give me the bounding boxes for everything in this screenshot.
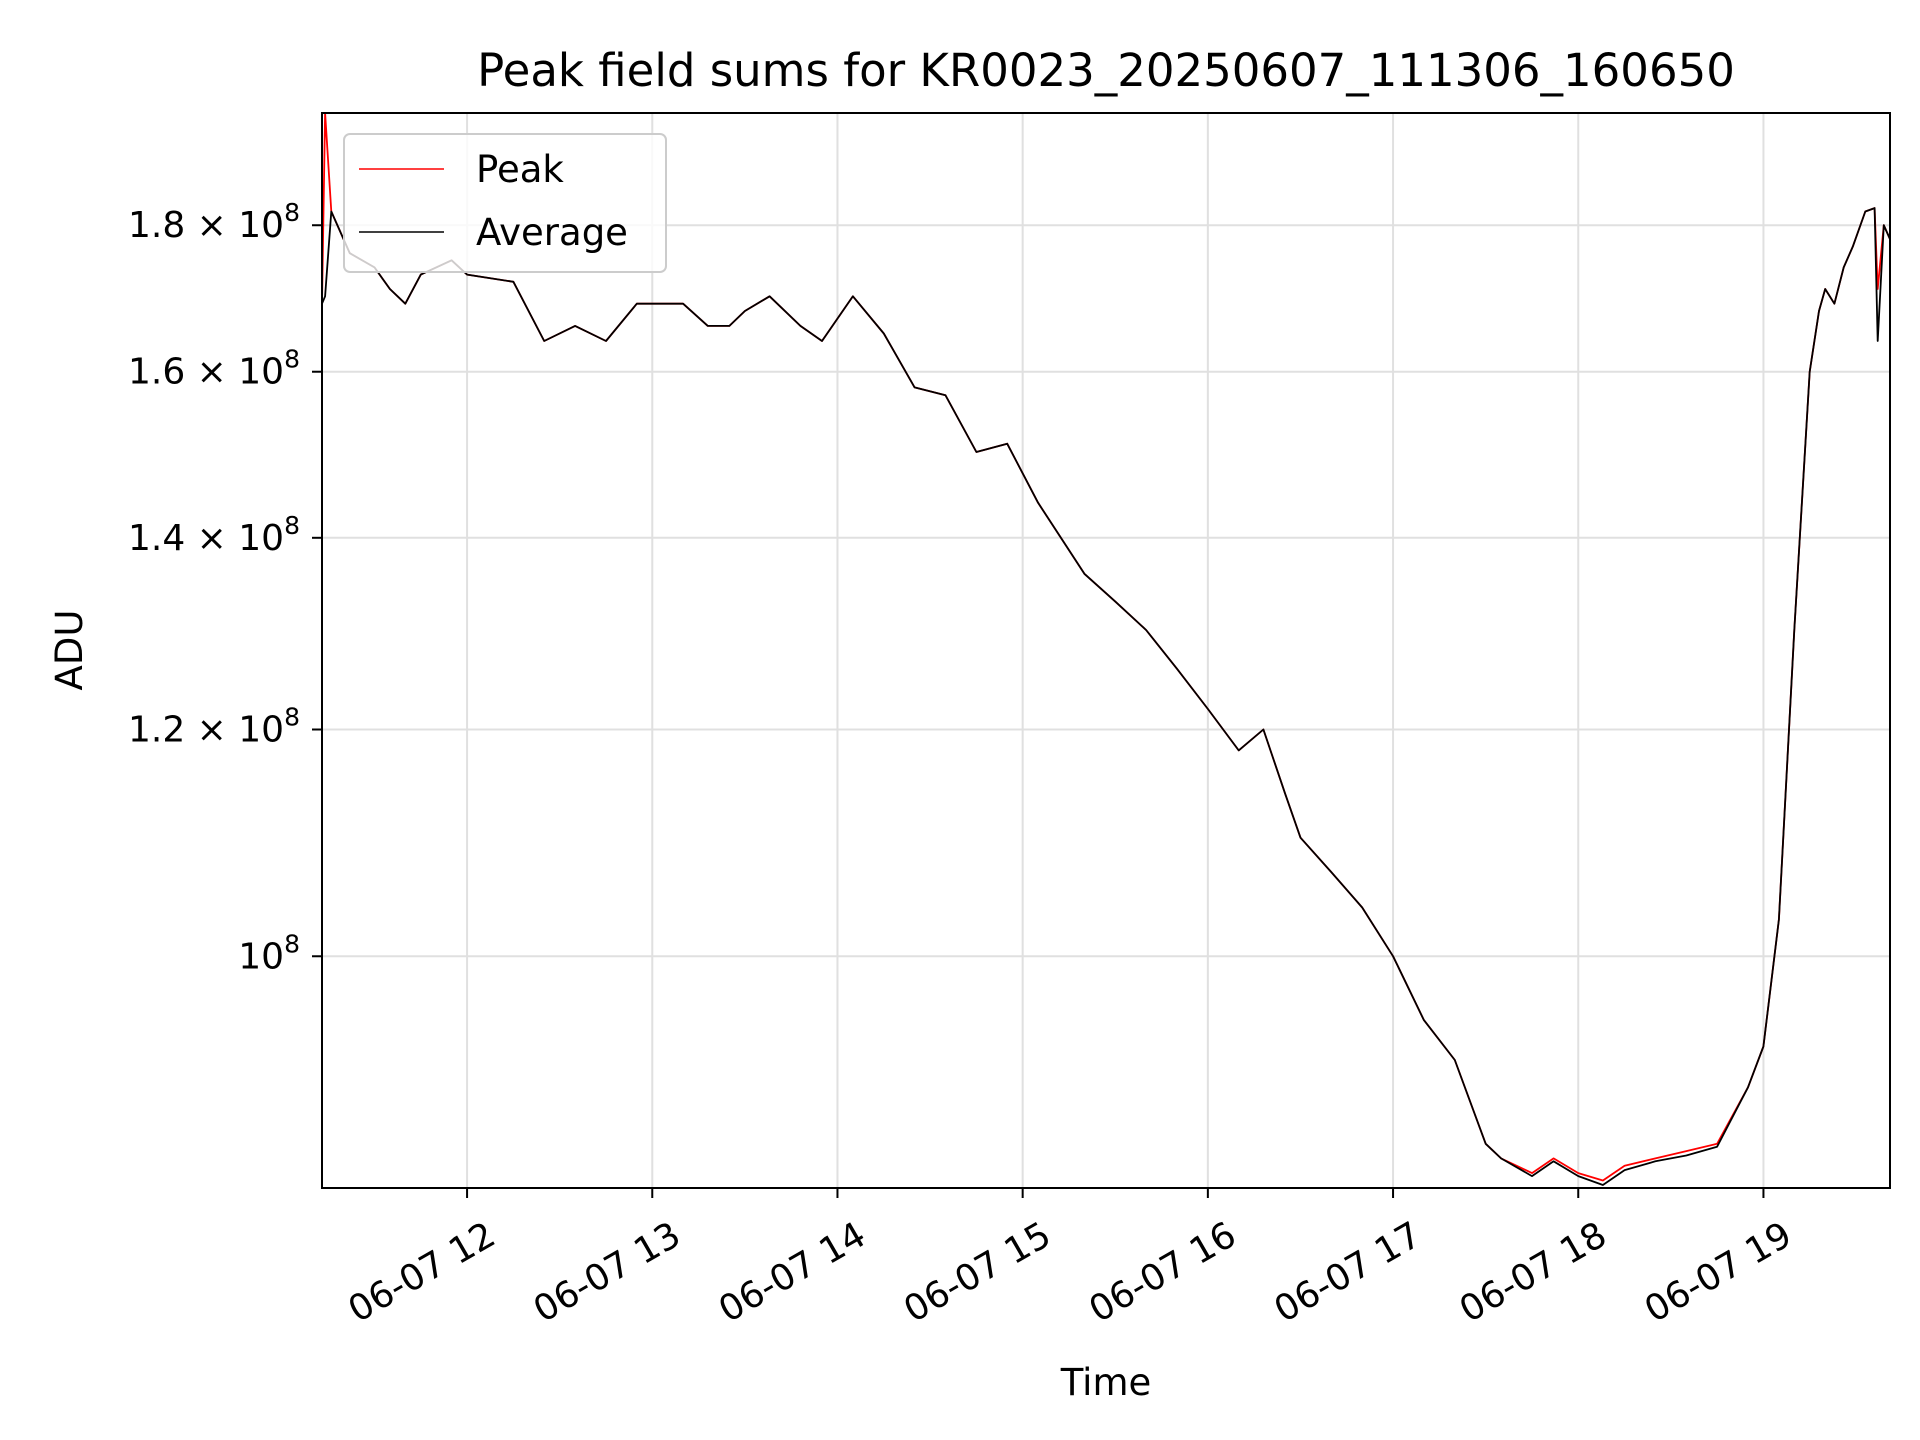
y-tick-mantissa: 1.2 × 10 xyxy=(128,710,284,751)
y-tick-mantissa: 1.8 × 10 xyxy=(128,205,284,246)
series-line-average xyxy=(322,207,1890,1186)
plot-frame xyxy=(321,112,1891,1189)
grid-lines xyxy=(322,113,1890,1188)
legend: Peak Average xyxy=(343,133,667,273)
y-tick-label: 1.2 × 108 xyxy=(128,703,300,751)
legend-label-peak: Peak xyxy=(476,148,564,191)
y-axis-label: ADU xyxy=(48,610,91,691)
y-tick-label: 1.4 × 108 xyxy=(128,511,300,559)
series-lines xyxy=(322,113,1890,1186)
y-tick-exponent: 8 xyxy=(284,511,300,540)
chart-title: Peak field sums for KR0023_20250607_1113… xyxy=(477,44,1735,97)
y-tick-mantissa: 1.6 × 10 xyxy=(128,352,284,393)
legend-label-average: Average xyxy=(476,211,628,254)
y-tick-mantissa: 1.4 × 10 xyxy=(128,518,284,559)
y-tick-label: 1.6 × 108 xyxy=(128,345,300,393)
y-tick-exponent: 8 xyxy=(284,929,300,958)
y-tick-exponent: 8 xyxy=(284,198,300,227)
y-tick-label: 108 xyxy=(238,929,300,977)
y-tick-exponent: 8 xyxy=(284,703,300,732)
y-tick-exponent: 8 xyxy=(284,345,300,374)
y-tick-label: 1.8 × 108 xyxy=(128,198,300,246)
y-tick-mantissa: 10 xyxy=(238,936,284,977)
x-axis-label: Time xyxy=(1060,1361,1152,1404)
